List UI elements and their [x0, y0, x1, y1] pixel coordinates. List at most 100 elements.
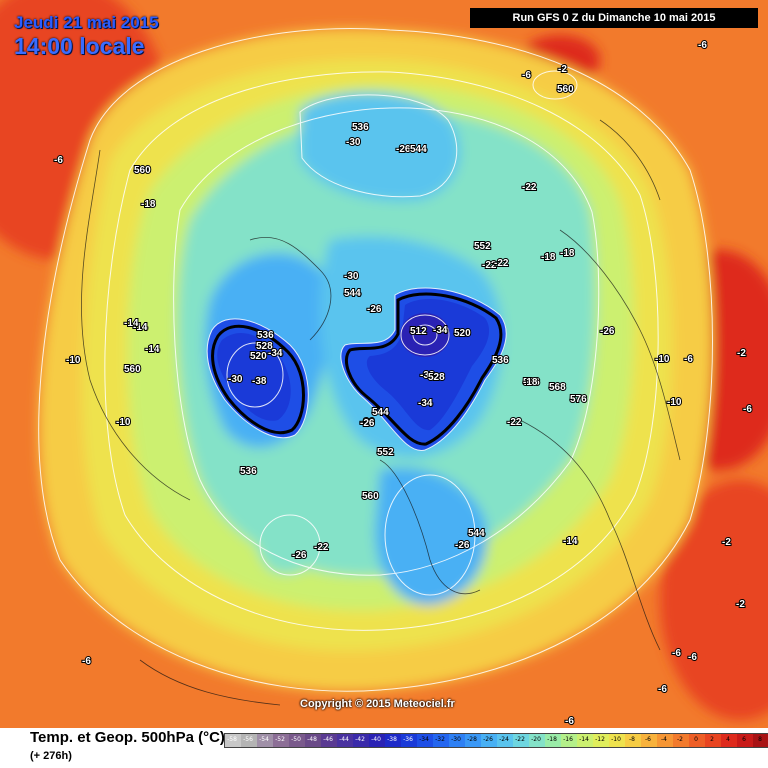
temperature-label: -22 [522, 182, 537, 193]
colorbar-tick-label: -48 [307, 736, 317, 743]
geopotential-label: 536 [492, 355, 509, 366]
geopotential-label: 544 [410, 144, 427, 155]
temperature-label: -34 [433, 325, 448, 336]
temperature-label: -2 [722, 537, 731, 548]
temperature-label: -22 [494, 258, 509, 269]
temperature-label: -6 [658, 684, 667, 695]
temperature-geopotential-map: 536-30-26 544-6-2560-6560-18-6-22552-22-2… [0, 0, 768, 728]
colorbar-cell [625, 734, 641, 747]
colorbar-cell [577, 734, 593, 747]
colorbar-cell [289, 734, 305, 747]
colorbar-tick-label: -34 [419, 736, 429, 743]
geopotential-label: 544 [344, 288, 361, 299]
colorbar-tick-label: -16 [563, 736, 573, 743]
colorbar-tick-label: -30 [451, 736, 461, 743]
geopotential-label: 528 [428, 372, 445, 383]
colorbar-tick-label: -44 [339, 736, 349, 743]
geopotential-label: 536 [257, 330, 274, 341]
colorbar-cell [561, 734, 577, 747]
geopotential-label: 560 [362, 491, 379, 502]
geopotential-label: 536 [240, 466, 257, 477]
geopotential-label: 520 [250, 351, 267, 362]
temperature-label: -6 [82, 656, 91, 667]
colorbar-cell [609, 734, 625, 747]
geopotential-label: 560 [557, 84, 574, 95]
temperature-label: -22 [482, 260, 497, 271]
colorbar-tick-label: -42 [355, 736, 365, 743]
colorbar-cell [273, 734, 289, 747]
colorbar-cell [673, 734, 689, 747]
temperature-label: -26 [367, 304, 382, 315]
colorbar-tick-label: -38 [387, 736, 397, 743]
legend-title: Temp. et Geop. 500hPa (°C) [30, 729, 225, 746]
colorbar-cell [641, 734, 657, 747]
colorbar-cell [369, 734, 385, 747]
forecast-offset: (+ 276h) [30, 750, 72, 762]
colorbar-tick-label: -6 [645, 736, 651, 743]
colorbar-tick-label: -58 [227, 736, 237, 743]
temperature-label: -26 [396, 144, 411, 155]
colorbar-tick-label: -46 [323, 736, 333, 743]
colorbar-tick-label: -50 [291, 736, 301, 743]
bold-isotherms [211, 292, 503, 446]
geopotential-label: 552 [474, 241, 491, 252]
temperature-label: -30 [228, 374, 243, 385]
colorbar-tick-label: 8 [758, 736, 762, 743]
geopotential-label: 568 [549, 382, 566, 393]
colorbar-tick-label: 6 [742, 736, 746, 743]
temperature-label: -10 [66, 355, 81, 366]
geopotential-label: 520 [454, 328, 471, 339]
temperature-label: -6 [672, 648, 681, 659]
geopotential-label: 544 [468, 528, 485, 539]
temperature-label: -6 [684, 354, 693, 365]
colorbar-tick-label: -22 [515, 736, 525, 743]
colorbar-cell [737, 734, 753, 747]
temperature-label: -26 [292, 550, 307, 561]
geopotential-contours [38, 27, 713, 692]
colorbar-tick-label: -8 [629, 736, 635, 743]
temperature-label: -22 [314, 542, 329, 553]
colorbar-tick-label: -10 [611, 736, 621, 743]
colorbar-cell [721, 734, 737, 747]
colorbar-cell [401, 734, 417, 747]
colorbar-tick-label: -4 [661, 736, 667, 743]
colorbar-cell [353, 734, 369, 747]
temperature-label: -18 [523, 377, 538, 388]
colorbar-tick-label: 2 [710, 736, 714, 743]
colorbar-tick-label: -12 [595, 736, 605, 743]
temperature-label: -34 [268, 348, 283, 359]
temperature-colorbar [224, 733, 768, 748]
colorbar-cell [385, 734, 401, 747]
geopotential-label: 536 [523, 377, 540, 388]
temperature-label: -22 [507, 417, 522, 428]
temperature-label: -6 [565, 716, 574, 727]
temperature-label: -14 [124, 318, 139, 329]
forecast-date: Jeudi 21 mai 2015 [14, 13, 159, 32]
colorbar-cell [513, 734, 529, 747]
colorbar-tick-label: -40 [371, 736, 381, 743]
temperature-label: -18 [541, 252, 556, 263]
temperature-label: -32 [420, 370, 435, 381]
colorbar-cell [593, 734, 609, 747]
colorbar-cell [305, 734, 321, 747]
colorbar-tick-label: -28 [467, 736, 477, 743]
temperature-label: -18 [560, 248, 575, 259]
colorbar-cell [689, 734, 705, 747]
temperature-label: -26 [455, 540, 470, 551]
temperature-label: -2 [736, 599, 745, 610]
model-run-banner: Run GFS 0 Z du Dimanche 10 mai 2015 [470, 8, 758, 28]
map-labels: 536-30-26 544-6-2560-6560-18-6-22552-22-2… [53, 39, 753, 728]
temperature-label: -6 [522, 70, 531, 81]
colorbar-cell [449, 734, 465, 747]
copyright-notice: Copyright © 2015 Meteociel.fr [300, 698, 455, 710]
colorbar-ticks: -58 -56 -54 -52 -50 -48 -46 -44 -42 -40 -38 -36 -34-… [224, 733, 768, 746]
geopotential-label: 560 [124, 364, 141, 375]
temperature-label: -26 [360, 417, 375, 428]
temperature-label: -14 [133, 322, 148, 333]
coastlines [81, 119, 681, 706]
colorbar-cell [433, 734, 449, 747]
colorbar-tick-label: -52 [275, 736, 285, 743]
colorbar-cell [321, 734, 337, 747]
temperature-label: -6 [688, 652, 697, 663]
